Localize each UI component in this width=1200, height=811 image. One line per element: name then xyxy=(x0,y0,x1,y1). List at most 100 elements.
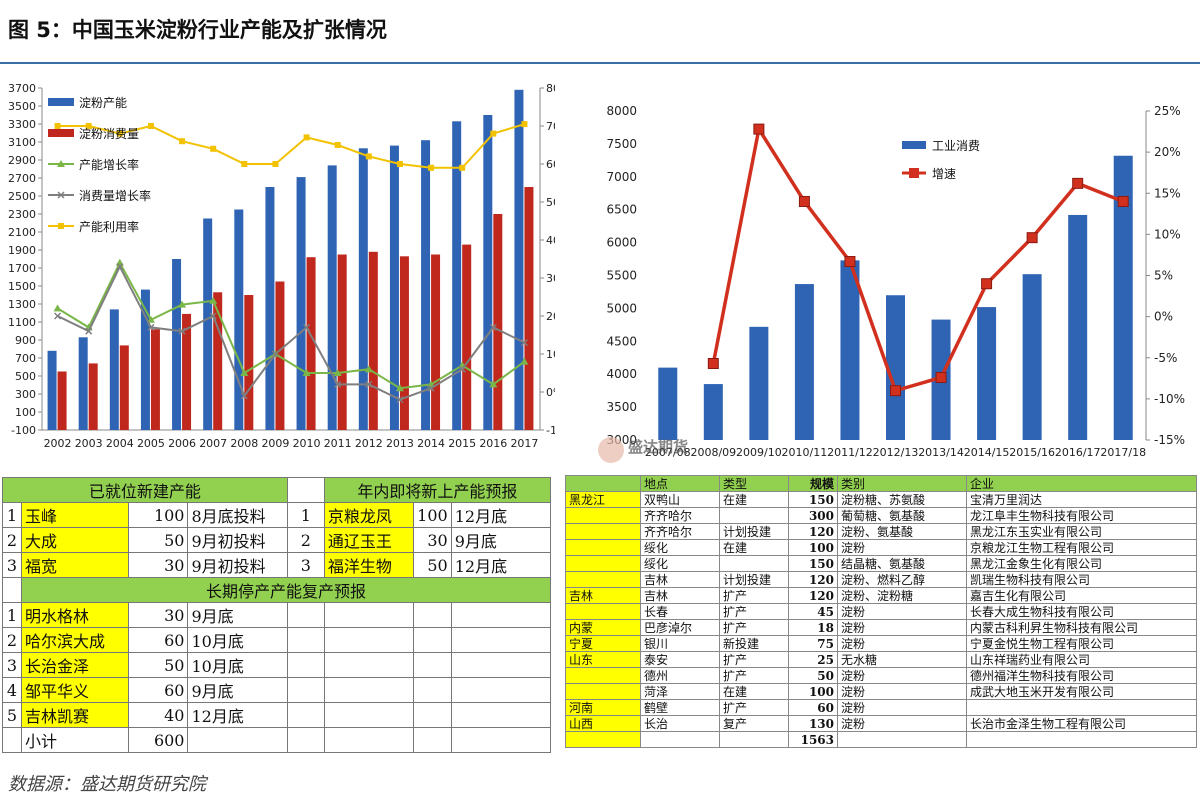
right-tick-label: 25% xyxy=(1154,104,1181,118)
table-cell xyxy=(1,577,23,603)
right-tick-label: -10% xyxy=(546,424,555,437)
bar-capacity xyxy=(421,140,431,430)
table-cell: 吉林 xyxy=(640,571,720,588)
data-point xyxy=(303,323,311,331)
table-cell: 45 xyxy=(788,603,838,620)
table-cell: 齐齐哈尔 xyxy=(640,507,720,524)
table-row: 宁夏 银川 新投建 75 淀粉 宁夏金悦生物工程有限公司 xyxy=(565,635,1197,652)
table-cell xyxy=(323,627,415,653)
legend-marker xyxy=(57,191,65,199)
table-header: 长期停产产能复产预报 xyxy=(21,577,551,603)
table-cell xyxy=(323,727,415,753)
table-cell xyxy=(323,702,415,728)
table-cell: 50 xyxy=(128,652,189,678)
table-cell: 3 xyxy=(1,552,23,578)
table-cell: 9月底 xyxy=(450,527,552,553)
table-row: 1563 xyxy=(565,731,1197,748)
table-cell xyxy=(286,627,325,653)
table-row: 绥化 150 结晶糖、氨基酸 黑龙江金象生化有限公司 xyxy=(565,555,1197,572)
table-cell: 河南 xyxy=(565,699,641,716)
legend-swatch xyxy=(902,141,926,149)
table-cell xyxy=(565,571,641,588)
bar-capacity xyxy=(327,165,337,430)
table-row: 齐齐哈尔 计划投建 120 淀粉、氨基酸 黑龙江东玉实业有限公司 xyxy=(565,523,1197,540)
legend-marker xyxy=(909,168,919,178)
table-cell: 100 xyxy=(788,539,838,556)
table-cell xyxy=(323,652,415,678)
table-cell: 淀粉 xyxy=(837,683,967,700)
table-cell xyxy=(413,702,452,728)
table-cell: 130 xyxy=(788,715,838,732)
table-cell: 3 xyxy=(1,652,23,678)
table-cell: 40 xyxy=(128,702,189,728)
x-tick-label: 2010/11 xyxy=(782,446,828,459)
x-tick-label: 2016/17 xyxy=(1055,446,1101,459)
bar-consumption xyxy=(306,257,316,430)
table-cell xyxy=(450,627,552,653)
data-point xyxy=(364,365,373,373)
bar-industrial-consumption xyxy=(886,295,905,440)
bar-consumption xyxy=(57,371,67,430)
table-cell: 扩产 xyxy=(719,619,789,636)
table-cell: 50 xyxy=(788,667,838,684)
table-cell: 100 xyxy=(413,502,452,528)
capacity-chart: -100 100 300 500 700 900 1100 1300 1500 1700 1900 2… xyxy=(8,82,555,450)
table-cell: 宁夏 xyxy=(565,635,641,652)
x-tick-label: 2007 xyxy=(199,437,227,450)
right-tick-label: 80% xyxy=(546,82,555,95)
right-tick-label: 50% xyxy=(546,196,555,209)
table-row: 长春 扩产 45 淀粉 长春大成生物科技有限公司 xyxy=(565,603,1197,620)
table-cell: 60 xyxy=(128,677,189,703)
growth-point xyxy=(1072,177,1084,189)
bar-consumption xyxy=(150,329,160,430)
table-cell: 双鸭山 xyxy=(640,491,720,508)
x-tick-label: 2011 xyxy=(324,437,352,450)
table-cell: 120 xyxy=(788,523,838,540)
table-cell: 在建 xyxy=(719,539,789,556)
left-tick-label: 3500 xyxy=(8,100,36,113)
table-cell: 山西 xyxy=(565,715,641,732)
table-cell: 100 xyxy=(128,502,189,528)
table-cell: 3 xyxy=(286,552,325,578)
x-tick-label: 2017 xyxy=(510,437,538,450)
legend-marker xyxy=(57,160,65,167)
left-tick-label: 4000 xyxy=(606,367,637,381)
watermark-logo xyxy=(598,437,624,463)
table-cell: 淀粉 xyxy=(837,667,967,684)
table-cell: 齐齐哈尔 xyxy=(640,523,720,540)
left-tick-label: 1300 xyxy=(8,298,36,311)
table-row: 3 长治金泽 50 10月底 xyxy=(1,652,552,678)
left-tick-label: 3500 xyxy=(606,400,637,414)
bar-capacity xyxy=(483,115,493,430)
right-tick-label: 20% xyxy=(1154,145,1181,159)
left-tick-label: 500 xyxy=(15,370,36,383)
bar-industrial-consumption xyxy=(658,367,678,440)
data-point xyxy=(178,327,186,335)
table-row: 吉林 计划投建 120 淀粉、燃料乙醇 凯瑞生物科技有限公司 xyxy=(565,571,1197,588)
bar-consumption xyxy=(524,187,534,430)
data-point xyxy=(428,164,435,171)
table-row: 2 哈尔滨大成 60 10月底 xyxy=(1,627,552,653)
table-cell: 12月底 xyxy=(450,502,552,528)
table-row: 黑龙江 双鸭山 在建 150 淀粉糖、苏氨酸 宝清万里润达 xyxy=(565,491,1197,508)
bar-capacity xyxy=(78,337,88,430)
x-tick-label: 2008/09 xyxy=(690,446,736,459)
consumption-chart: 3000350040004500500055006000650070007500… xyxy=(598,104,1185,463)
bar-consumption xyxy=(493,214,503,430)
table-cell xyxy=(1,727,23,753)
table-cell: 淀粉、燃料乙醇 xyxy=(837,571,967,588)
bar-consumption xyxy=(119,345,129,430)
table-row: 河南 鹤壁 扩产 60 淀粉 xyxy=(565,699,1197,716)
table-cell xyxy=(323,602,415,628)
table-cell: 淀粉 xyxy=(837,699,967,716)
bar-consumption xyxy=(182,313,192,430)
growth-point xyxy=(707,358,719,370)
left-tick-label: 300 xyxy=(15,388,36,401)
watermark-text: 盛达期货 xyxy=(628,438,688,456)
table-cell: 60 xyxy=(788,699,838,716)
table-cell xyxy=(323,677,415,703)
left-tick-label: 3100 xyxy=(8,136,36,149)
table-cell: 成武大地玉米开发有限公司 xyxy=(966,683,1197,700)
table-cell: 巴彦淖尔 xyxy=(640,619,720,636)
table-cell: 12月底 xyxy=(450,552,552,578)
